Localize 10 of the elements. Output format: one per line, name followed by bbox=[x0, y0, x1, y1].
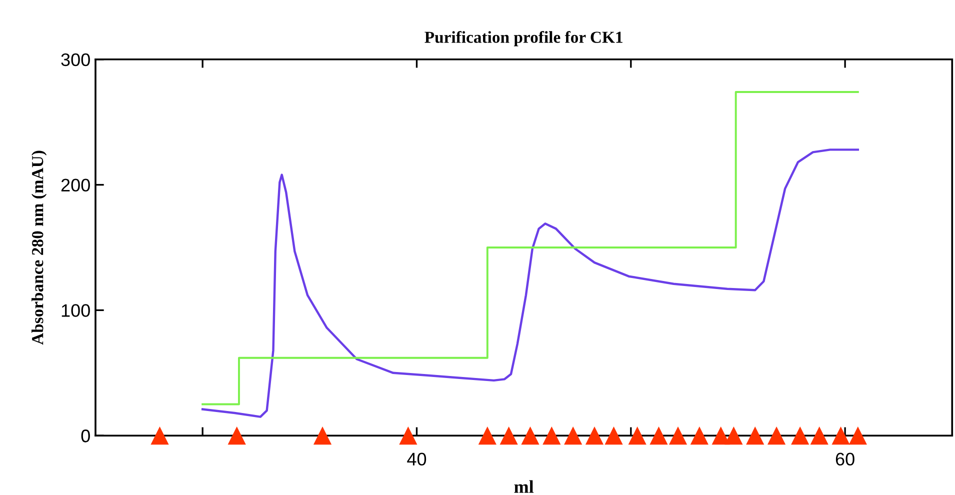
x-axis-title: ml bbox=[514, 480, 534, 493]
y-tick-label: 200 bbox=[61, 178, 90, 192]
line-series bbox=[201, 148, 860, 418]
x-tick-label: 40 bbox=[407, 452, 426, 466]
chart-title: Purification profile for CK1 bbox=[424, 31, 622, 46]
y-tick-label: 300 bbox=[61, 53, 90, 66]
y-tick-label: 0 bbox=[81, 430, 90, 442]
x-tick-label: 60 bbox=[836, 452, 854, 466]
y-tick-label: 100 bbox=[62, 304, 90, 317]
y-axis-title: Absorbance 280 nm (mAU) bbox=[32, 150, 47, 345]
